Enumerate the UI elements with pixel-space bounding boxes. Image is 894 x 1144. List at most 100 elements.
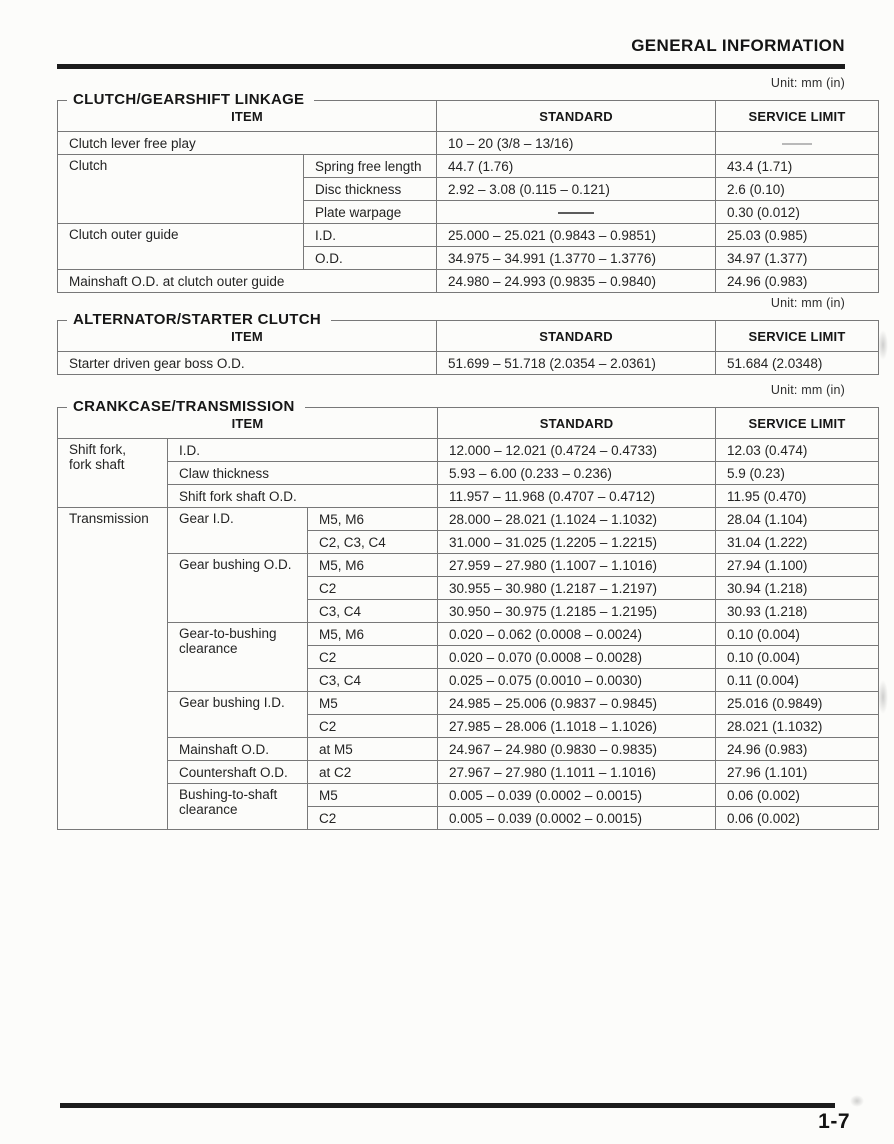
table-cell: at M5: [306, 737, 439, 761]
table-cell: at C2: [306, 760, 439, 784]
table-row: C2 0.005 – 0.039 (0.0002 – 0.0015) 0.06 (0…: [58, 806, 880, 830]
spec-table-section-crankcase-transmission: CRANKCASE/TRANSMISSION ITEM STANDARD SERVIC…: [56, 397, 880, 830]
scan-artifact: [878, 330, 888, 360]
table-cell: 0.005 – 0.039 (0.0002 – 0.0015): [437, 783, 717, 807]
table-row: Bushing-to-shaft clearance M5 0.005 – 0.03…: [58, 783, 880, 830]
table-cell: 2.6 (0.10): [715, 177, 880, 201]
table-row: Claw thickness 5.93 – 6.00 (0.233 – 0.236…: [58, 461, 880, 485]
scan-artifact: [878, 680, 888, 714]
table-cell: M5, M6: [306, 622, 439, 646]
footer-rule: [60, 1103, 835, 1108]
table-cell: 0.020 – 0.070 (0.0008 – 0.0028): [437, 645, 717, 669]
spec-table-crankcase-transmission: ITEM STANDARD SERVICE LIMIT Shift fork, for…: [56, 407, 880, 830]
header-rule: [57, 64, 845, 69]
page-title: GENERAL INFORMATION: [631, 36, 845, 55]
table-row: Gear-to-bushing clearance M5, M6 0.020 – 0…: [58, 622, 880, 692]
table-row: Disc thickness 2.92 – 3.08 (0.115 – 0.121…: [58, 177, 880, 201]
column-header: SERVICE LIMIT: [715, 320, 879, 352]
table-header-row: ITEM STANDARD SERVICE LIMIT: [57, 320, 879, 352]
table-cell: Gear-to-bushing clearance: [167, 622, 308, 692]
column-header: SERVICE LIMIT: [715, 407, 880, 439]
no-value-dash: [715, 131, 880, 155]
table-cell: 0.025 – 0.075 (0.0010 – 0.0030): [437, 668, 717, 692]
unit-label: Unit: mm (in): [770, 296, 845, 310]
column-header: STANDARD: [436, 100, 717, 132]
table-cell: Starter driven gear boss O.D.: [57, 351, 437, 375]
table-cell: M5, M6: [306, 553, 439, 577]
table-row: Mainshaft O.D. at clutch outer guide 24.9…: [56, 269, 880, 293]
table-cell: 27.967 – 27.980 (1.1011 – 1.1016): [437, 760, 717, 784]
table-cell: C2, C3, C4: [306, 530, 439, 554]
table-row: C3, C4 30.950 – 30.975 (1.2185 – 1.2195) 3…: [58, 599, 880, 623]
table-cell: 27.959 – 27.980 (1.1007 – 1.1016): [437, 553, 717, 577]
table-cell: Gear I.D.: [167, 507, 308, 554]
table-cell: Clutch lever free play: [56, 131, 438, 155]
scan-artifact: [850, 1095, 864, 1107]
table-cell: 0.06 (0.002): [715, 806, 880, 830]
table-cell: Clutch outer guide: [57, 223, 304, 270]
table-cell: I.D.: [166, 438, 439, 462]
table-cell: Claw thickness: [166, 461, 439, 485]
table-cell: 24.985 – 25.006 (0.9837 – 0.9845): [437, 691, 717, 715]
table-cell: C2: [306, 714, 439, 738]
table-cell: M5, M6: [306, 507, 439, 531]
table-row: Countershaft O.D. at C2 27.967 – 27.980 (1…: [58, 760, 880, 784]
table-cell: 28.000 – 28.021 (1.1024 – 1.1032): [437, 507, 717, 531]
table-cell: 24.980 – 24.993 (0.9835 – 0.9840): [436, 269, 717, 293]
table-cell: Plate warpage: [302, 200, 438, 224]
table-cell: 27.94 (1.100): [715, 553, 880, 577]
table-cell: Clutch: [57, 154, 304, 224]
table-cell: 27.96 (1.101): [715, 760, 880, 784]
table-cell: Gear bushing O.D.: [167, 553, 308, 623]
table-cell: 12.000 – 12.021 (0.4724 – 0.4733): [437, 438, 717, 462]
no-value-dash: [436, 200, 717, 224]
table-row: Clutch lever free play 10 – 20 (3/8 – 13/…: [56, 131, 880, 155]
table-cell: Bushing-to-shaft clearance: [167, 783, 308, 830]
table-cell: 11.95 (0.470): [715, 484, 880, 508]
table-cell: 12.03 (0.474): [715, 438, 880, 462]
table-cell: 25.000 – 25.021 (0.9843 – 0.9851): [436, 223, 717, 247]
table-cell: C3, C4: [306, 668, 439, 692]
table-row: Clutch Spring free length 44.7 (1.76) 43.4 …: [57, 154, 880, 224]
column-header: SERVICE LIMIT: [715, 100, 880, 132]
table-row: Gear bushing I.D. M5 24.985 – 25.006 (0.98…: [58, 691, 880, 738]
table-row: Gear bushing O.D. M5, M6 27.959 – 27.980 (…: [58, 553, 880, 623]
table-cell: O.D.: [302, 246, 438, 270]
table-cell: Countershaft O.D.: [167, 760, 308, 784]
table-cell: Gear bushing I.D.: [167, 691, 308, 738]
table-cell: M5: [306, 783, 439, 807]
table-title: ALTERNATOR/STARTER CLUTCH: [67, 310, 332, 330]
table-cell: Transmission: [57, 507, 168, 830]
table-cell: 51.684 (2.0348): [715, 351, 879, 375]
table-cell: Shift fork, fork shaft: [57, 438, 168, 508]
table-cell: 5.9 (0.23): [715, 461, 880, 485]
table-cell: 28.021 (1.1032): [715, 714, 880, 738]
table-cell: 34.975 – 34.991 (1.3770 – 1.3776): [436, 246, 717, 270]
table-cell: 0.06 (0.002): [715, 783, 880, 807]
table-row: Clutch outer guide I.D. 25.000 – 25.021 (0…: [57, 223, 880, 270]
table-cell: 30.955 – 30.980 (1.2187 – 1.2197): [437, 576, 717, 600]
table-cell: 24.967 – 24.980 (0.9830 – 0.9835): [437, 737, 717, 761]
table-cell: C3, C4: [306, 599, 439, 623]
table-cell: 34.97 (1.377): [715, 246, 880, 270]
table-title: CLUTCH/GEARSHIFT LINKAGE: [67, 90, 315, 110]
table-cell: M5: [306, 691, 439, 715]
table-cell: C2: [306, 576, 439, 600]
table-cell: 28.04 (1.104): [715, 507, 880, 531]
table-cell: 2.92 – 3.08 (0.115 – 0.121): [436, 177, 717, 201]
column-header: STANDARD: [436, 320, 716, 352]
table-cell: C2: [306, 806, 439, 830]
spec-table-section-alternator-starter-clutch: ALTERNATOR/STARTER CLUTCH ITEM STANDARD SER…: [57, 310, 879, 375]
table-cell: Mainshaft O.D.: [167, 737, 308, 761]
table-cell: I.D.: [302, 223, 438, 247]
table-cell: 31.04 (1.222): [715, 530, 880, 554]
unit-label: Unit: mm (in): [770, 383, 845, 397]
table-row: Starter driven gear boss O.D. 51.699 – 51…: [57, 351, 879, 375]
table-cell: 30.950 – 30.975 (1.2185 – 1.2195): [437, 599, 717, 623]
column-header: STANDARD: [437, 407, 717, 439]
table-cell: 51.699 – 51.718 (2.0354 – 2.0361): [436, 351, 716, 375]
table-row: O.D. 34.975 – 34.991 (1.3770 – 1.3776) 34.…: [58, 246, 880, 270]
table-row: Transmission Gear I.D. M5, M6 28.000 – 28.0…: [57, 507, 880, 830]
table-cell: 30.93 (1.218): [715, 599, 880, 623]
